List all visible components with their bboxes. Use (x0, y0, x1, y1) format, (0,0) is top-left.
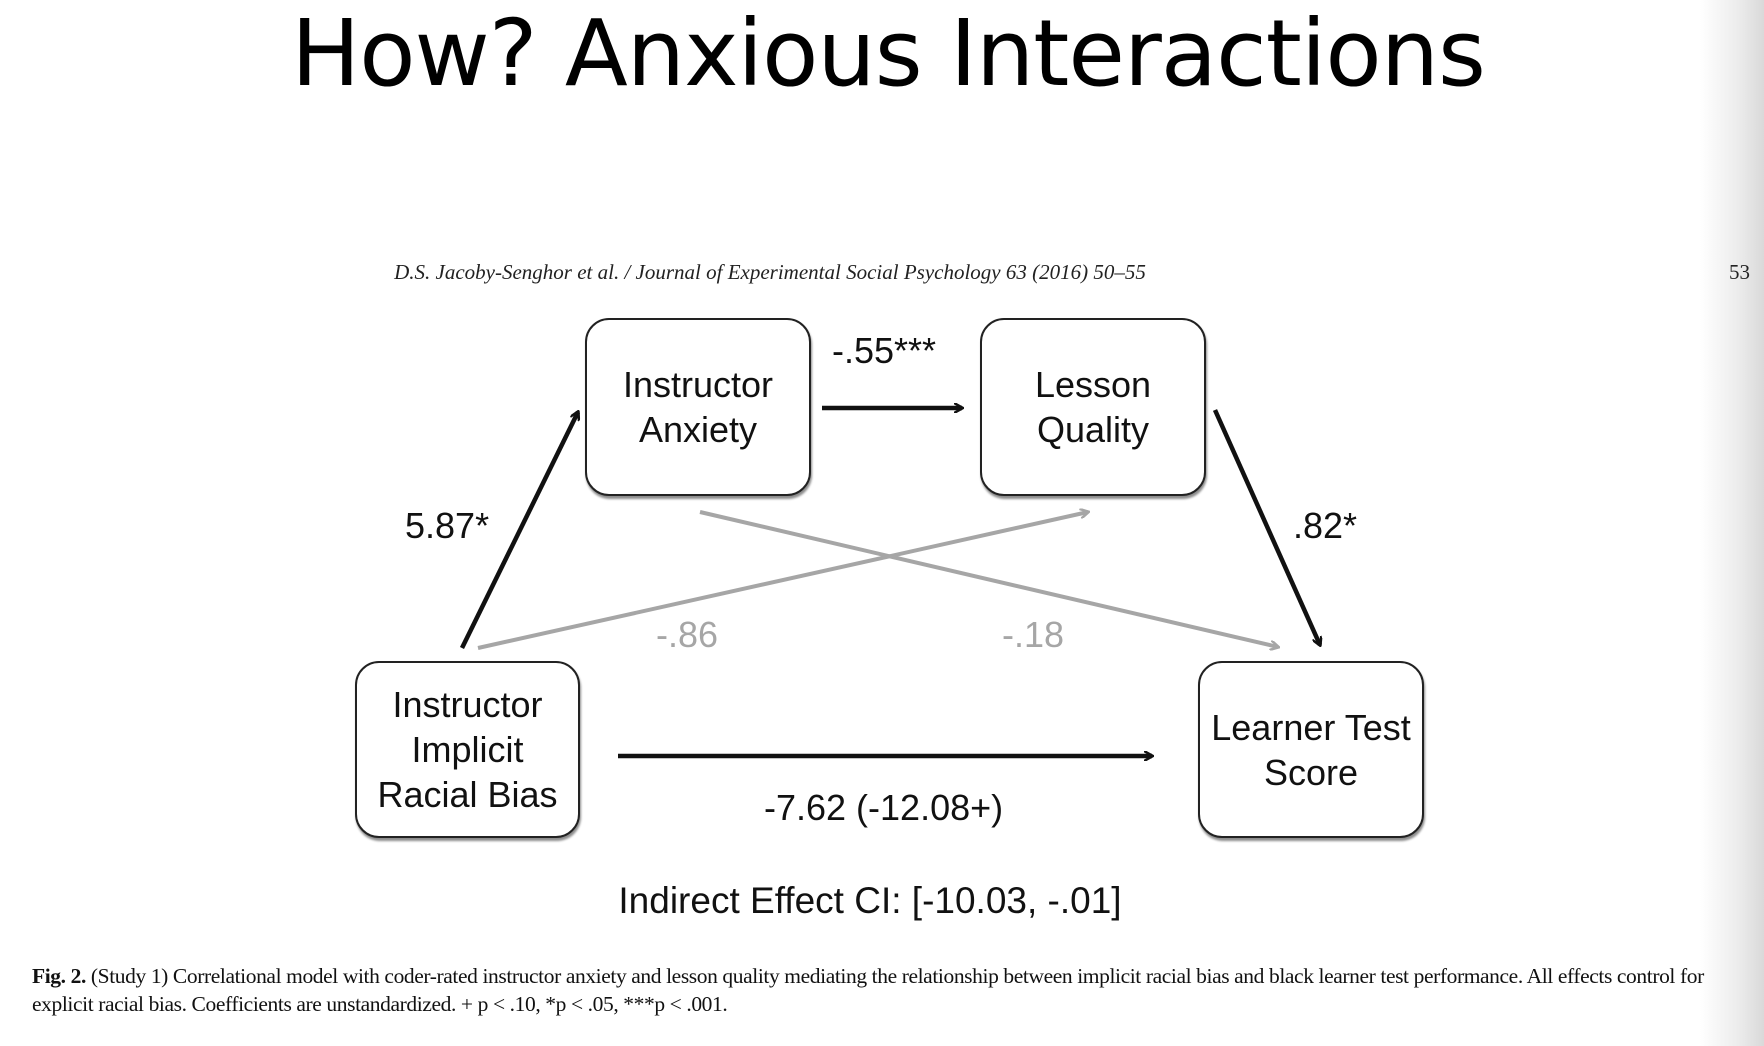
slide-edge-shadow (1700, 0, 1764, 1046)
figure-caption: Fig. 2. (Study 1) Correlational model wi… (32, 962, 1752, 1018)
figure-caption-label: Fig. 2. (32, 964, 86, 988)
coef-bias-to-score: -7.62 (-12.08+) (764, 787, 1004, 828)
coef-bias-to-anxiety: 5.87* (405, 505, 490, 546)
node-learner-test-score: Learner Test Score (1198, 661, 1424, 838)
page-number: 53 (1729, 260, 1750, 284)
node-lesson-quality: Lesson Quality (980, 318, 1206, 496)
node-instructor-anxiety: Instructor Anxiety (585, 318, 811, 496)
node-instructor-implicit-bias: Instructor Implicit Racial Bias (355, 661, 580, 838)
coef-quality-to-score: .82* (1293, 505, 1358, 546)
slide-title: How? Anxious Interactions (291, 0, 1486, 107)
coef-anxiety-to-score: -.18 (1002, 614, 1065, 655)
journal-header: D.S. Jacoby-Senghor et al. / Journal of … (394, 260, 1146, 284)
indirect-effect-ci: Indirect Effect CI: [-10.03, -.01] (618, 880, 1122, 921)
arrow-bias-to-anxiety (459, 412, 578, 649)
arrow-quality-to-score (1212, 409, 1320, 645)
coef-bias-to-quality: -.86 (656, 614, 719, 655)
coef-anxiety-to-quality: -.55*** (832, 330, 937, 371)
arrow-bias-to-quality (477, 512, 1088, 650)
arrow-anxiety-to-score (699, 510, 1278, 647)
figure-caption-text: (Study 1) Correlational model with coder… (32, 964, 1704, 1016)
